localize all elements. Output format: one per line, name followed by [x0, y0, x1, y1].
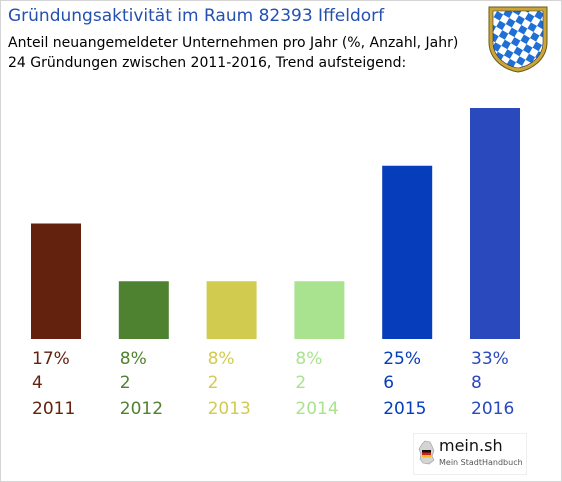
chart-title: Gründungsaktivität im Raum 82393 Iffeldo…: [8, 6, 385, 26]
logo-tagline: Mein StadtHandbuch: [439, 458, 523, 467]
count-label-2015: 6: [383, 373, 394, 393]
percent-label-2012: 8%: [120, 349, 147, 369]
percent-label-2016: 33%: [471, 349, 509, 369]
percent-label-2013: 8%: [208, 349, 235, 369]
bar-2016: [470, 108, 520, 339]
year-label-2011: 2011: [32, 399, 75, 419]
year-label-2014: 2014: [295, 399, 338, 419]
chart-subtitle-line2: 24 Gründungen zwischen 2011-2016, Trend …: [8, 55, 407, 71]
percent-label-2011: 17%: [32, 349, 70, 369]
logo-name: mein.sh: [439, 436, 503, 455]
bavarian-coat-of-arms-icon: [488, 6, 548, 73]
count-label-2011: 4: [32, 373, 43, 393]
year-label-2016: 2016: [471, 399, 514, 419]
count-label-2013: 2: [208, 373, 219, 393]
year-label-2015: 2015: [383, 399, 426, 419]
mein-sh-logo[interactable]: mein.sh Mein StadtHandbuch: [413, 433, 527, 475]
chart-subtitle-line1: Anteil neuangemeldeter Unternehmen pro J…: [8, 35, 459, 51]
germany-map-icon: [418, 440, 435, 465]
percent-label-2014: 8%: [295, 349, 322, 369]
bar-2011: [31, 223, 81, 339]
count-label-2016: 8: [471, 373, 482, 393]
bar-2014: [294, 281, 345, 339]
count-label-2012: 2: [120, 373, 131, 393]
count-label-2014: 2: [295, 373, 306, 393]
year-label-2013: 2013: [208, 399, 251, 419]
bar-2012: [118, 281, 169, 339]
bar-2013: [206, 281, 257, 339]
percent-label-2015: 25%: [383, 349, 421, 369]
year-label-2012: 2012: [120, 399, 163, 419]
bar-2015: [382, 165, 433, 339]
